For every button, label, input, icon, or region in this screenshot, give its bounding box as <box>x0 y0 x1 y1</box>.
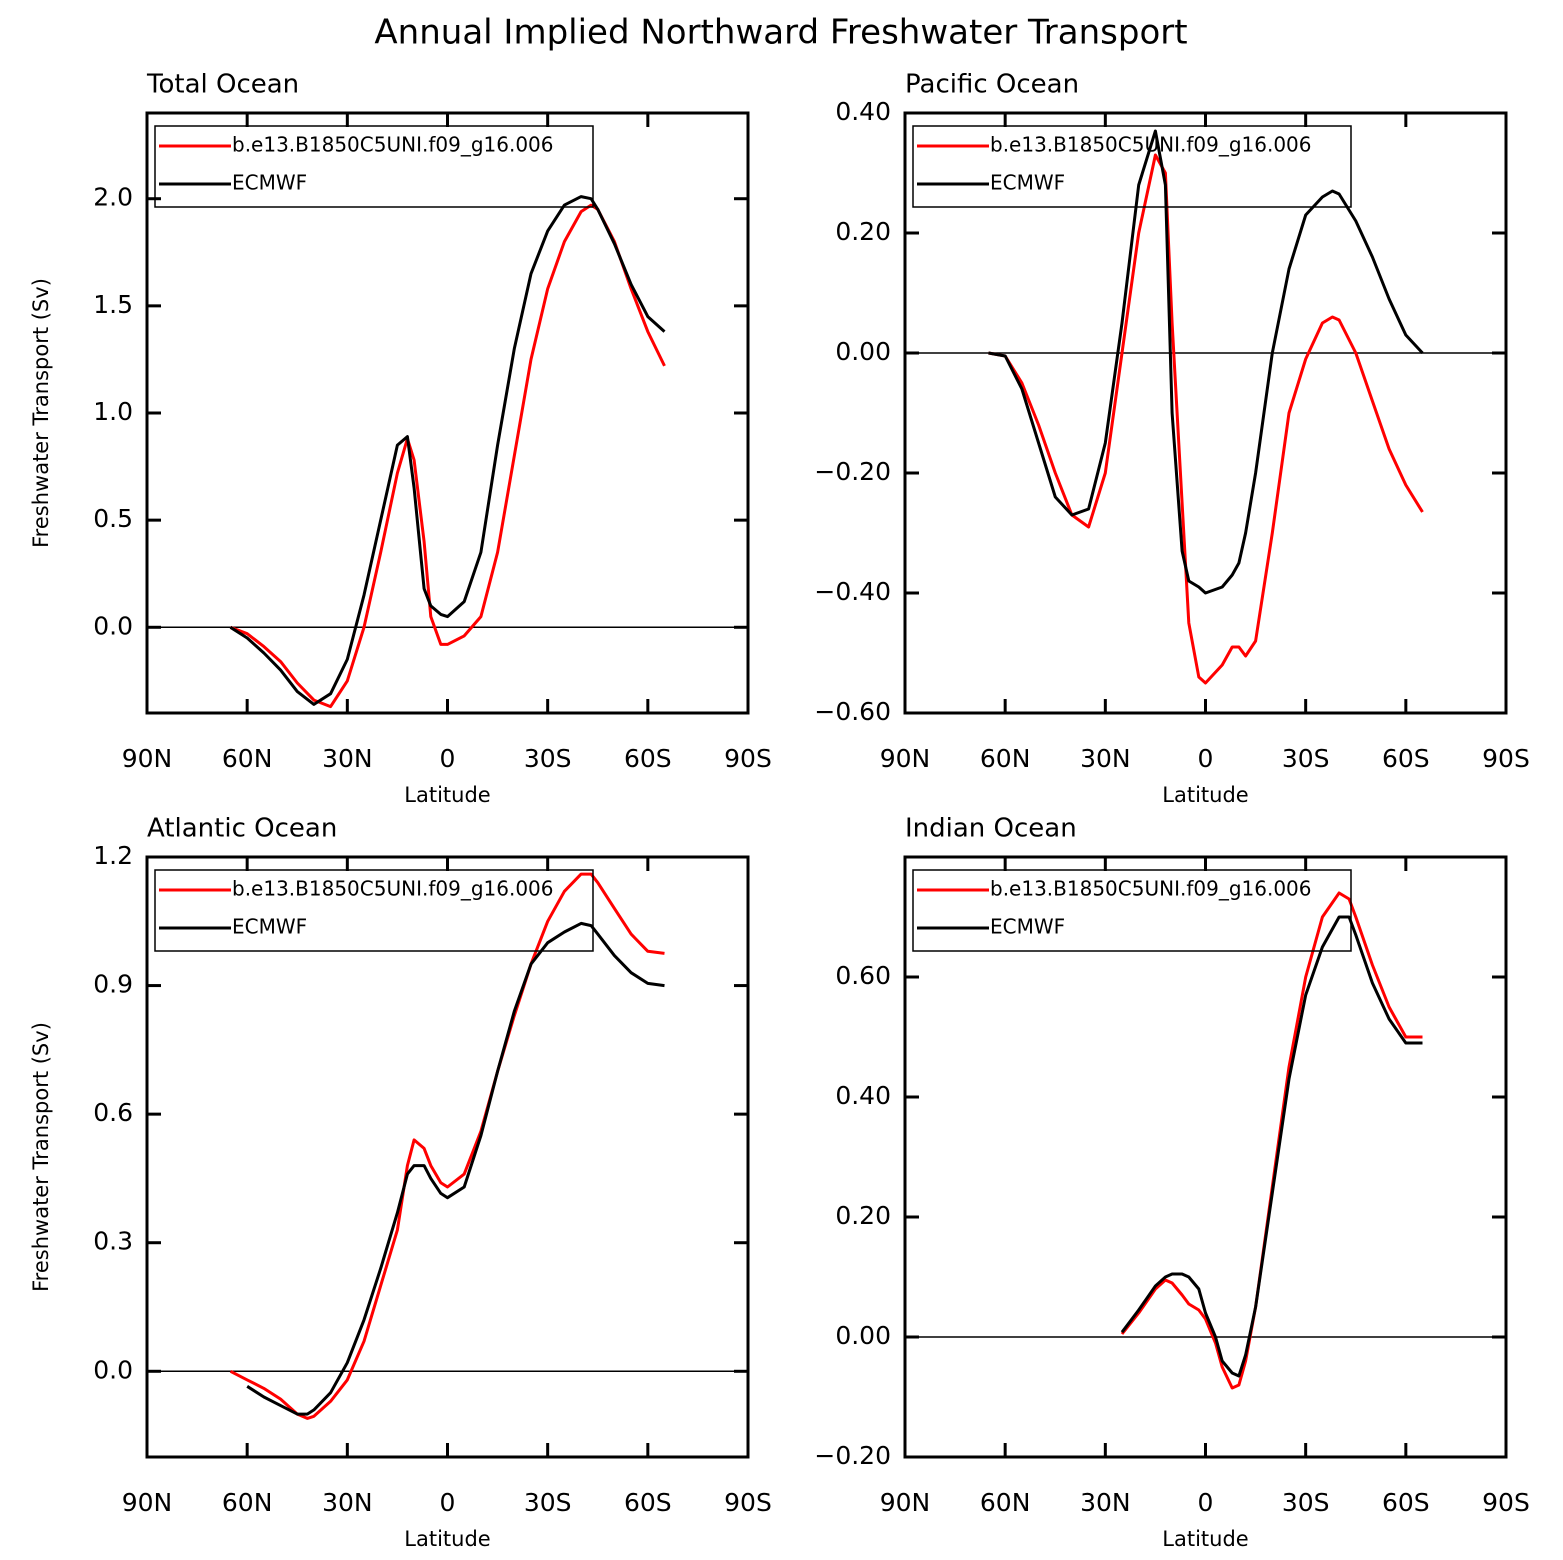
x-axis-label: Latitude <box>1162 1527 1248 1551</box>
data-line <box>246 921 665 1416</box>
y-tick-label: 0.20 <box>835 1201 891 1230</box>
x-axis-label: Latitude <box>404 783 490 807</box>
x-tick-label: 60N <box>222 1488 273 1517</box>
y-tick-label: 0.0 <box>93 611 133 640</box>
x-tick-label: 90S <box>1482 1488 1530 1517</box>
x-tick-label: 90N <box>122 744 173 773</box>
y-tick-label: 0.6 <box>93 1098 133 1127</box>
panel-title: Pacific Ocean <box>905 70 1079 100</box>
x-tick-label: 0 <box>1198 1488 1214 1517</box>
legend-label: ECMWF <box>232 915 307 939</box>
plot-frame <box>145 111 750 715</box>
x-tick-label: 30N <box>322 744 373 773</box>
x-tick-label: 30N <box>1080 1488 1131 1517</box>
x-tick-label: 60N <box>222 744 273 773</box>
legend-box <box>154 869 594 952</box>
x-tick-label: 60N <box>980 744 1031 773</box>
y-tick-label: −0.40 <box>814 577 891 606</box>
y-tick-label: 0.40 <box>835 97 891 126</box>
x-tick-label: 30S <box>524 1488 572 1517</box>
y-axis-label: Freshwater Transport (Sv) <box>29 278 53 548</box>
y-tick-label: 0.40 <box>835 1081 891 1110</box>
x-tick-label: 0 <box>440 1488 456 1517</box>
x-tick-label: 30S <box>524 744 572 773</box>
y-tick-label: 0.0 <box>93 1355 133 1384</box>
plot-frame <box>145 855 750 1459</box>
x-axis-label: Latitude <box>404 1527 490 1551</box>
panel-title: Atlantic Ocean <box>147 814 337 844</box>
y-tick-label: 0.00 <box>835 337 891 366</box>
y-tick-label: 0.5 <box>93 504 133 533</box>
data-line <box>229 195 666 706</box>
x-tick-label: 90S <box>724 744 772 773</box>
legend-box <box>912 869 1352 952</box>
panel-title: Indian Ocean <box>905 814 1077 844</box>
x-tick-label: 30N <box>1080 744 1131 773</box>
x-tick-label: 90N <box>122 1488 173 1517</box>
x-tick-label: 90N <box>880 1488 931 1517</box>
x-axis-label: Latitude <box>1162 783 1248 807</box>
panel-title: Total Ocean <box>146 70 299 100</box>
legend-label: b.e13.B1850C5UNI.f09_g16.006 <box>232 133 554 157</box>
x-tick-label: 0 <box>440 744 456 773</box>
legend-label: b.e13.B1850C5UNI.f09_g16.006 <box>990 877 1312 901</box>
legend-box <box>912 125 1352 208</box>
y-tick-label: 0.9 <box>93 970 133 999</box>
y-axis-label: Freshwater Transport (Sv) <box>29 1022 53 1292</box>
data-line <box>229 872 665 1420</box>
x-tick-label: 60N <box>980 1488 1031 1517</box>
x-tick-label: 30N <box>322 1488 373 1517</box>
x-tick-label: 90S <box>1482 744 1530 773</box>
legend-label: ECMWF <box>990 915 1065 939</box>
legend-box <box>154 125 594 208</box>
y-tick-label: 1.5 <box>93 290 133 319</box>
legend-label: ECMWF <box>232 171 307 195</box>
data-line <box>229 203 666 709</box>
legend-label: b.e13.B1850C5UNI.f09_g16.006 <box>232 877 554 901</box>
plot-frame <box>903 111 1508 715</box>
x-tick-label: 30S <box>1282 1488 1330 1517</box>
x-tick-label: 60S <box>624 1488 672 1517</box>
y-tick-label: −0.20 <box>814 457 891 486</box>
x-tick-label: 30S <box>1282 744 1330 773</box>
x-tick-label: 90S <box>724 1488 772 1517</box>
y-tick-label: 0.3 <box>93 1227 133 1256</box>
y-tick-label: 0.20 <box>835 217 891 246</box>
data-line <box>1120 915 1423 1378</box>
legend-label: b.e13.B1850C5UNI.f09_g16.006 <box>990 133 1312 157</box>
y-tick-label: −0.20 <box>814 1441 891 1470</box>
legend-label: ECMWF <box>990 171 1065 195</box>
data-line <box>988 129 1424 595</box>
figure-title: Annual Implied Northward Freshwater Tran… <box>374 13 1187 53</box>
y-tick-label: 0.60 <box>835 961 891 990</box>
y-tick-label: 2.0 <box>93 183 133 212</box>
y-tick-label: 1.0 <box>93 397 133 426</box>
data-line <box>988 153 1424 685</box>
x-tick-label: 90N <box>880 744 931 773</box>
y-tick-label: 0.00 <box>835 1321 891 1350</box>
y-tick-label: −0.60 <box>814 697 891 726</box>
x-tick-label: 60S <box>1382 1488 1430 1517</box>
x-tick-label: 0 <box>1198 744 1214 773</box>
x-tick-label: 60S <box>1382 744 1430 773</box>
x-tick-label: 60S <box>624 744 672 773</box>
plot-frame <box>903 855 1508 1459</box>
y-tick-label: 1.2 <box>93 841 133 870</box>
data-line <box>1120 891 1423 1390</box>
